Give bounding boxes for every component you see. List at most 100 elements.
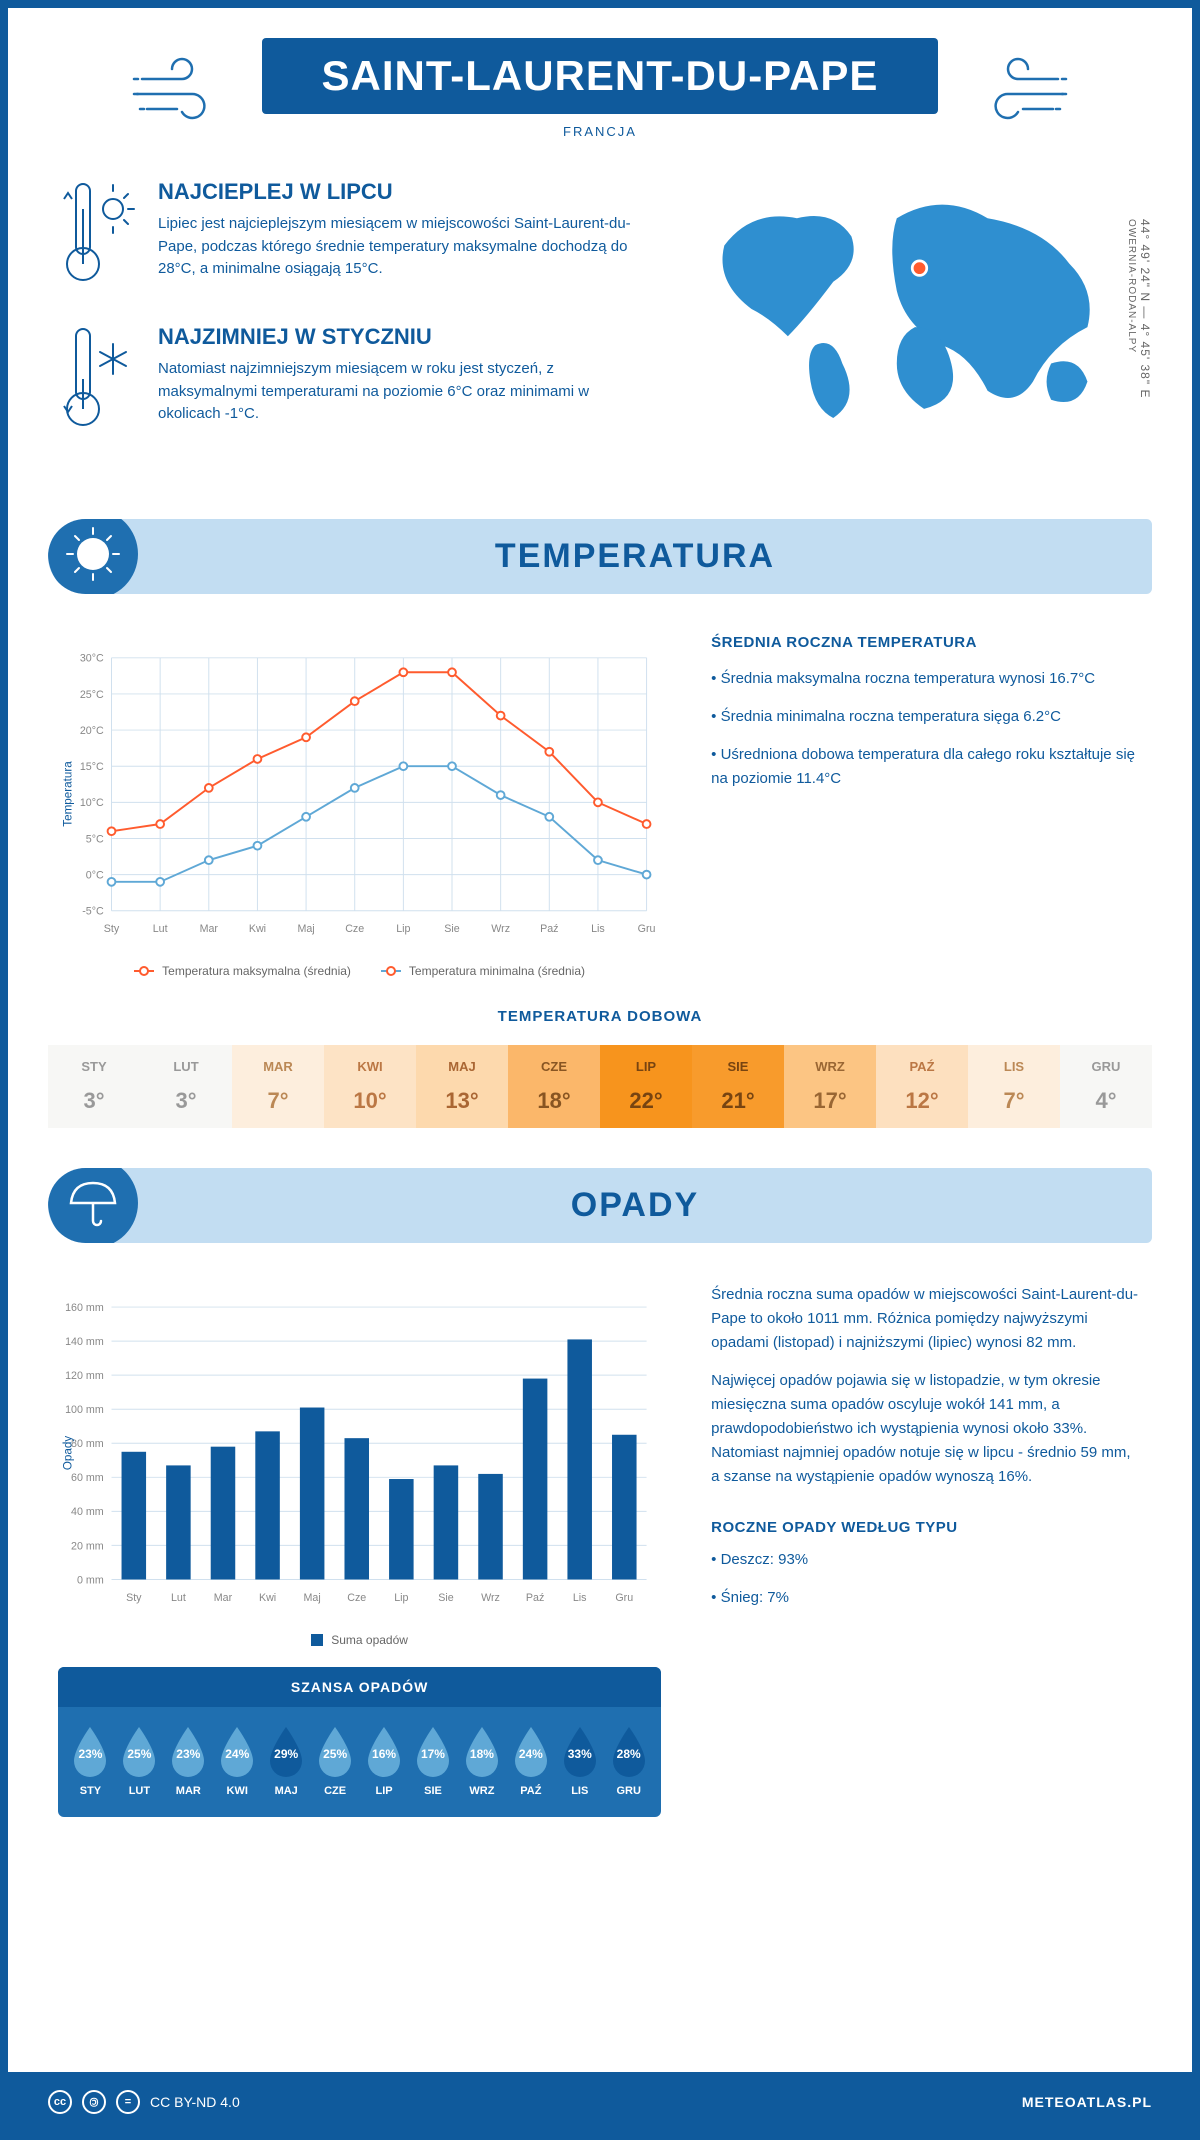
- cc-icon: cc: [48, 2090, 72, 2114]
- daily-temp-cell: LUT 3°: [140, 1045, 232, 1128]
- daily-temp-cell: KWI 10°: [324, 1045, 416, 1128]
- rain-drop-cell: 24% KWI: [215, 1725, 260, 1797]
- daily-temp-cell: MAJ 13°: [416, 1045, 508, 1128]
- rain-drop-cell: 18% WRZ: [459, 1725, 504, 1797]
- thermometer-cold-icon: [58, 324, 138, 439]
- precip-types-title: ROCZNE OPADY WEDŁUG TYPU: [711, 1519, 1142, 1536]
- rain-drop-cell: 23% MAR: [166, 1725, 211, 1797]
- svg-text:40 mm: 40 mm: [71, 1506, 104, 1518]
- svg-text:Wrz: Wrz: [491, 923, 510, 935]
- raindrop-icon: 23%: [167, 1725, 209, 1777]
- svg-text:Gru: Gru: [638, 923, 656, 935]
- wind-icon-left: [132, 54, 232, 124]
- svg-text:140 mm: 140 mm: [65, 1336, 104, 1348]
- svg-text:Kwi: Kwi: [259, 1592, 276, 1604]
- raindrop-icon: 17%: [412, 1725, 454, 1777]
- fact-warmest: NAJCIEPLEJ W LIPCU Lipiec jest najcieple…: [58, 179, 648, 294]
- svg-text:Mar: Mar: [200, 923, 219, 935]
- license-text: CC BY-ND 4.0: [150, 2094, 240, 2110]
- country-subtitle: FRANCJA: [262, 124, 939, 139]
- raindrop-icon: 25%: [118, 1725, 160, 1777]
- sun-icon: [48, 519, 138, 594]
- svg-text:Cze: Cze: [345, 923, 364, 935]
- raindrop-icon: 24%: [216, 1725, 258, 1777]
- svg-text:5°C: 5°C: [86, 833, 104, 845]
- precip-chart-legend: Suma opadów: [58, 1633, 661, 1647]
- svg-text:-5°C: -5°C: [82, 906, 104, 918]
- svg-text:Kwi: Kwi: [249, 923, 266, 935]
- infographic-page: SAINT-LAURENT-DU-PAPE FRANCJA NAJCIEPLEJ…: [0, 0, 1200, 2140]
- daily-temp-title: TEMPERATURA DOBOWA: [48, 1008, 1152, 1025]
- svg-text:Sie: Sie: [438, 1592, 454, 1604]
- svg-text:Paź: Paź: [526, 1592, 544, 1604]
- wind-icon-right: [968, 54, 1068, 124]
- svg-text:Opady: Opady: [62, 1436, 75, 1471]
- fact-warmest-text: Lipiec jest najcieplejszym miesiącem w m…: [158, 213, 648, 281]
- precipitation-bar-chart: 0 mm20 mm40 mm60 mm80 mm100 mm120 mm140 …: [58, 1283, 661, 1623]
- precipitation-info: Średnia roczna suma opadów w miejscowośc…: [711, 1283, 1142, 1817]
- svg-text:60 mm: 60 mm: [71, 1472, 104, 1484]
- raindrop-icon: 18%: [461, 1725, 503, 1777]
- daily-temp-cell: GRU 4°: [1060, 1045, 1152, 1128]
- fact-coldest-text: Natomiast najzimniejszym miesiącem w rok…: [158, 358, 648, 426]
- rain-drop-cell: 17% SIE: [411, 1725, 456, 1797]
- by-icon: 🄯: [82, 2090, 106, 2114]
- footer: cc 🄯 = CC BY-ND 4.0 METEOATLAS.PL: [8, 2072, 1192, 2132]
- rain-drop-cell: 29% MAJ: [264, 1725, 309, 1797]
- svg-text:30°C: 30°C: [80, 653, 104, 665]
- svg-text:Maj: Maj: [297, 923, 314, 935]
- svg-text:Lut: Lut: [171, 1592, 186, 1604]
- svg-text:Lis: Lis: [573, 1592, 587, 1604]
- header: SAINT-LAURENT-DU-PAPE FRANCJA: [8, 8, 1192, 159]
- svg-text:20 mm: 20 mm: [71, 1540, 104, 1552]
- license-block: cc 🄯 = CC BY-ND 4.0: [48, 2090, 240, 2114]
- temperature-info: ŚREDNIA ROCZNA TEMPERATURA • Średnia mak…: [711, 634, 1142, 978]
- temp-info-title: ŚREDNIA ROCZNA TEMPERATURA: [711, 634, 1142, 651]
- svg-text:0°C: 0°C: [86, 869, 104, 881]
- fact-coldest: NAJZIMNIEJ W STYCZNIU Natomiast najzimni…: [58, 324, 648, 439]
- coordinates: 44° 49' 24" N — 4° 45' 38" E OWERNIA-ROD…: [1124, 219, 1152, 398]
- section-header-temperature: TEMPERATURA: [48, 519, 1152, 594]
- rain-chance-panel: SZANSA OPADÓW 23% STY 25% LUT 23% MAR 24…: [58, 1667, 661, 1817]
- rain-drop-cell: 33% LIS: [557, 1725, 602, 1797]
- temperature-chart-row: -5°C0°C5°C10°C15°C20°C25°C30°CStyLutMarK…: [8, 624, 1192, 1008]
- svg-text:Paź: Paź: [540, 923, 558, 935]
- svg-text:Gru: Gru: [615, 1592, 633, 1604]
- svg-text:20°C: 20°C: [80, 725, 104, 737]
- fact-coldest-title: NAJZIMNIEJ W STYCZNIU: [158, 324, 648, 350]
- svg-text:120 mm: 120 mm: [65, 1370, 104, 1382]
- fact-warmest-title: NAJCIEPLEJ W LIPCU: [158, 179, 648, 205]
- daily-temp-cell: LIP 22°: [600, 1045, 692, 1128]
- svg-text:Lip: Lip: [394, 1592, 408, 1604]
- title-block: SAINT-LAURENT-DU-PAPE FRANCJA: [262, 38, 939, 139]
- svg-text:0 mm: 0 mm: [77, 1574, 104, 1586]
- raindrop-icon: 23%: [69, 1725, 111, 1777]
- svg-text:Sty: Sty: [126, 1592, 142, 1604]
- thermometer-hot-icon: [58, 179, 138, 294]
- world-map: [688, 179, 1142, 439]
- svg-text:160 mm: 160 mm: [65, 1302, 104, 1314]
- svg-text:15°C: 15°C: [80, 761, 104, 773]
- temperature-line-chart: -5°C0°C5°C10°C15°C20°C25°C30°CStyLutMarK…: [58, 634, 661, 954]
- svg-text:Lut: Lut: [153, 923, 168, 935]
- page-title: SAINT-LAURENT-DU-PAPE: [322, 52, 879, 100]
- svg-text:Lip: Lip: [396, 923, 410, 935]
- daily-temp-cell: WRZ 17°: [784, 1045, 876, 1128]
- raindrop-icon: 28%: [608, 1725, 650, 1777]
- nd-icon: =: [116, 2090, 140, 2114]
- daily-temperature-table: TEMPERATURA DOBOWA STY 3° LUT 3° MAR 7° …: [48, 1008, 1152, 1128]
- svg-text:Maj: Maj: [304, 1592, 321, 1604]
- rain-chance-title: SZANSA OPADÓW: [58, 1667, 661, 1707]
- precipitation-chart-row: 0 mm20 mm40 mm60 mm80 mm100 mm120 mm140 …: [8, 1273, 1192, 1847]
- svg-text:Mar: Mar: [214, 1592, 233, 1604]
- daily-temp-cell: STY 3°: [48, 1045, 140, 1128]
- svg-text:10°C: 10°C: [80, 797, 104, 809]
- rain-drop-cell: 23% STY: [68, 1725, 113, 1797]
- svg-text:Temperatura: Temperatura: [62, 761, 75, 827]
- svg-text:Lis: Lis: [591, 923, 605, 935]
- svg-text:Wrz: Wrz: [481, 1592, 500, 1604]
- raindrop-icon: 29%: [265, 1725, 307, 1777]
- svg-text:Sie: Sie: [444, 923, 460, 935]
- rain-drop-cell: 28% GRU: [606, 1725, 651, 1797]
- raindrop-icon: 16%: [363, 1725, 405, 1777]
